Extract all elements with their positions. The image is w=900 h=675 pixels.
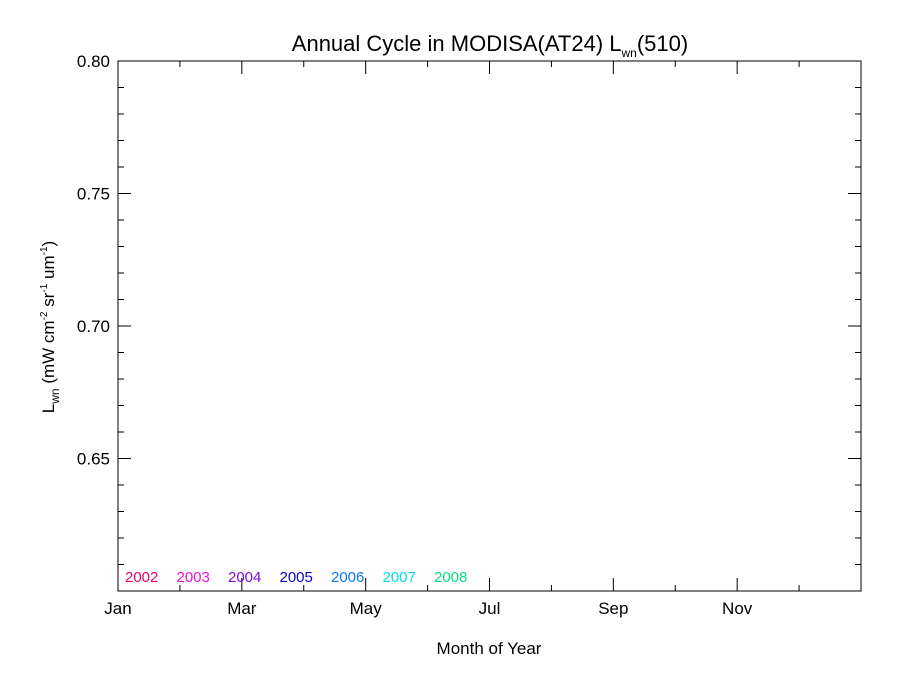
x-tick-label: May <box>350 599 383 618</box>
x-tick-label: Mar <box>227 599 257 618</box>
x-tick-label: Jul <box>479 599 501 618</box>
y-tick-label: 0.80 <box>77 52 110 71</box>
legend-entry: 2003 <box>177 569 210 586</box>
x-tick-label: Jan <box>104 599 131 618</box>
y-tick-label: 0.65 <box>77 450 110 469</box>
legend: 2002 2003 2004 2005 2006 2007 2008 <box>125 569 467 586</box>
x-axis-label: Month of Year <box>437 639 542 658</box>
legend-entry: 2008 <box>434 569 467 586</box>
x-tick-label: Sep <box>598 599 628 618</box>
legend-entry: 2002 <box>125 569 158 586</box>
y-axis-label: Lwn (mW cm-2 sr-1 um-1) <box>39 241 62 413</box>
x-tick-label: Nov <box>722 599 753 618</box>
chart-title: Annual Cycle in MODISA(AT24) Lwn(510) <box>292 31 688 60</box>
legend-entry: 2007 <box>383 569 416 586</box>
x-axis: Jan Mar May Jul Sep Nov <box>104 61 800 618</box>
legend-entry: 2006 <box>331 569 364 586</box>
legend-entry: 2004 <box>228 569 261 586</box>
y-axis: 0.65 0.70 0.75 0.80 <box>77 52 861 565</box>
y-tick-label: 0.75 <box>77 185 110 204</box>
y-tick-label: 0.70 <box>77 317 110 336</box>
legend-entry: 2005 <box>280 569 313 586</box>
plot-frame <box>117 60 862 592</box>
